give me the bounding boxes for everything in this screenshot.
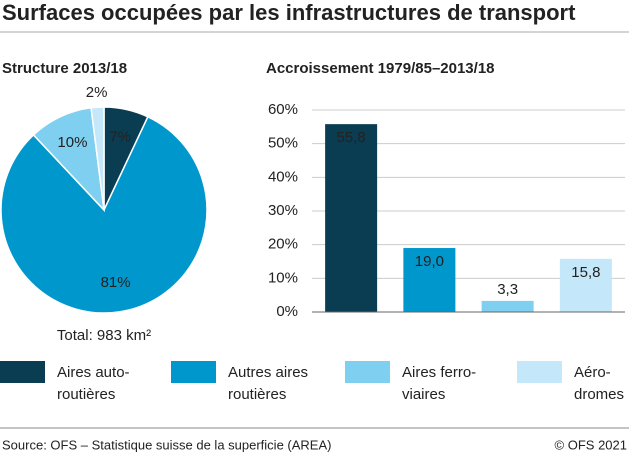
- legend-label: Autres aires: [228, 364, 308, 381]
- value-label: 15,8: [571, 264, 600, 281]
- pie-label: 2%: [86, 84, 108, 101]
- legend-label: Aéro-: [574, 364, 611, 381]
- legend-label: Aires ferro-: [402, 364, 476, 381]
- bar: [559, 258, 612, 312]
- page-title: Surfaces occupées par les infrastructure…: [2, 0, 576, 25]
- pie-slice: [90, 106, 105, 211]
- y-tick-label: 10%: [268, 269, 298, 286]
- pie-label: 7%: [109, 129, 131, 146]
- y-tick-label: 30%: [268, 202, 298, 219]
- y-tick-label: 40%: [268, 168, 298, 185]
- legend-label: routières: [57, 386, 115, 403]
- legend-swatch: [517, 361, 562, 383]
- y-tick-label: 50%: [268, 135, 298, 152]
- y-tick-label: 20%: [268, 236, 298, 253]
- value-label: 3,3: [497, 281, 518, 298]
- legend-label: Aires auto-: [57, 364, 130, 381]
- pie-slice: [0, 115, 208, 314]
- y-tick-label: 0%: [276, 303, 298, 320]
- copyright: © OFS 2021: [555, 437, 627, 452]
- legend-swatch: [0, 361, 45, 383]
- pie-label: 81%: [101, 274, 131, 291]
- chart-title: Structure 2013/18: [2, 60, 127, 77]
- bar: [403, 248, 456, 312]
- legend-label: dromes: [574, 386, 624, 403]
- legend-label: viaires: [402, 386, 445, 403]
- y-tick-label: 60%: [268, 101, 298, 118]
- legend-swatch: [171, 361, 216, 383]
- source: Source: OFS – Statistique suisse de la s…: [2, 437, 331, 452]
- pie-label: 10%: [57, 134, 87, 151]
- bar: [481, 300, 534, 312]
- legend-label: routières: [228, 386, 286, 403]
- legend-swatch: [345, 361, 390, 383]
- value-label: 19,0: [415, 253, 444, 270]
- value-label: 55,8: [337, 129, 366, 146]
- bar: [325, 124, 378, 312]
- pie-note: Total: 983 km²: [57, 327, 151, 344]
- chart-title: Accroissement 1979/85–2013/18: [266, 60, 495, 77]
